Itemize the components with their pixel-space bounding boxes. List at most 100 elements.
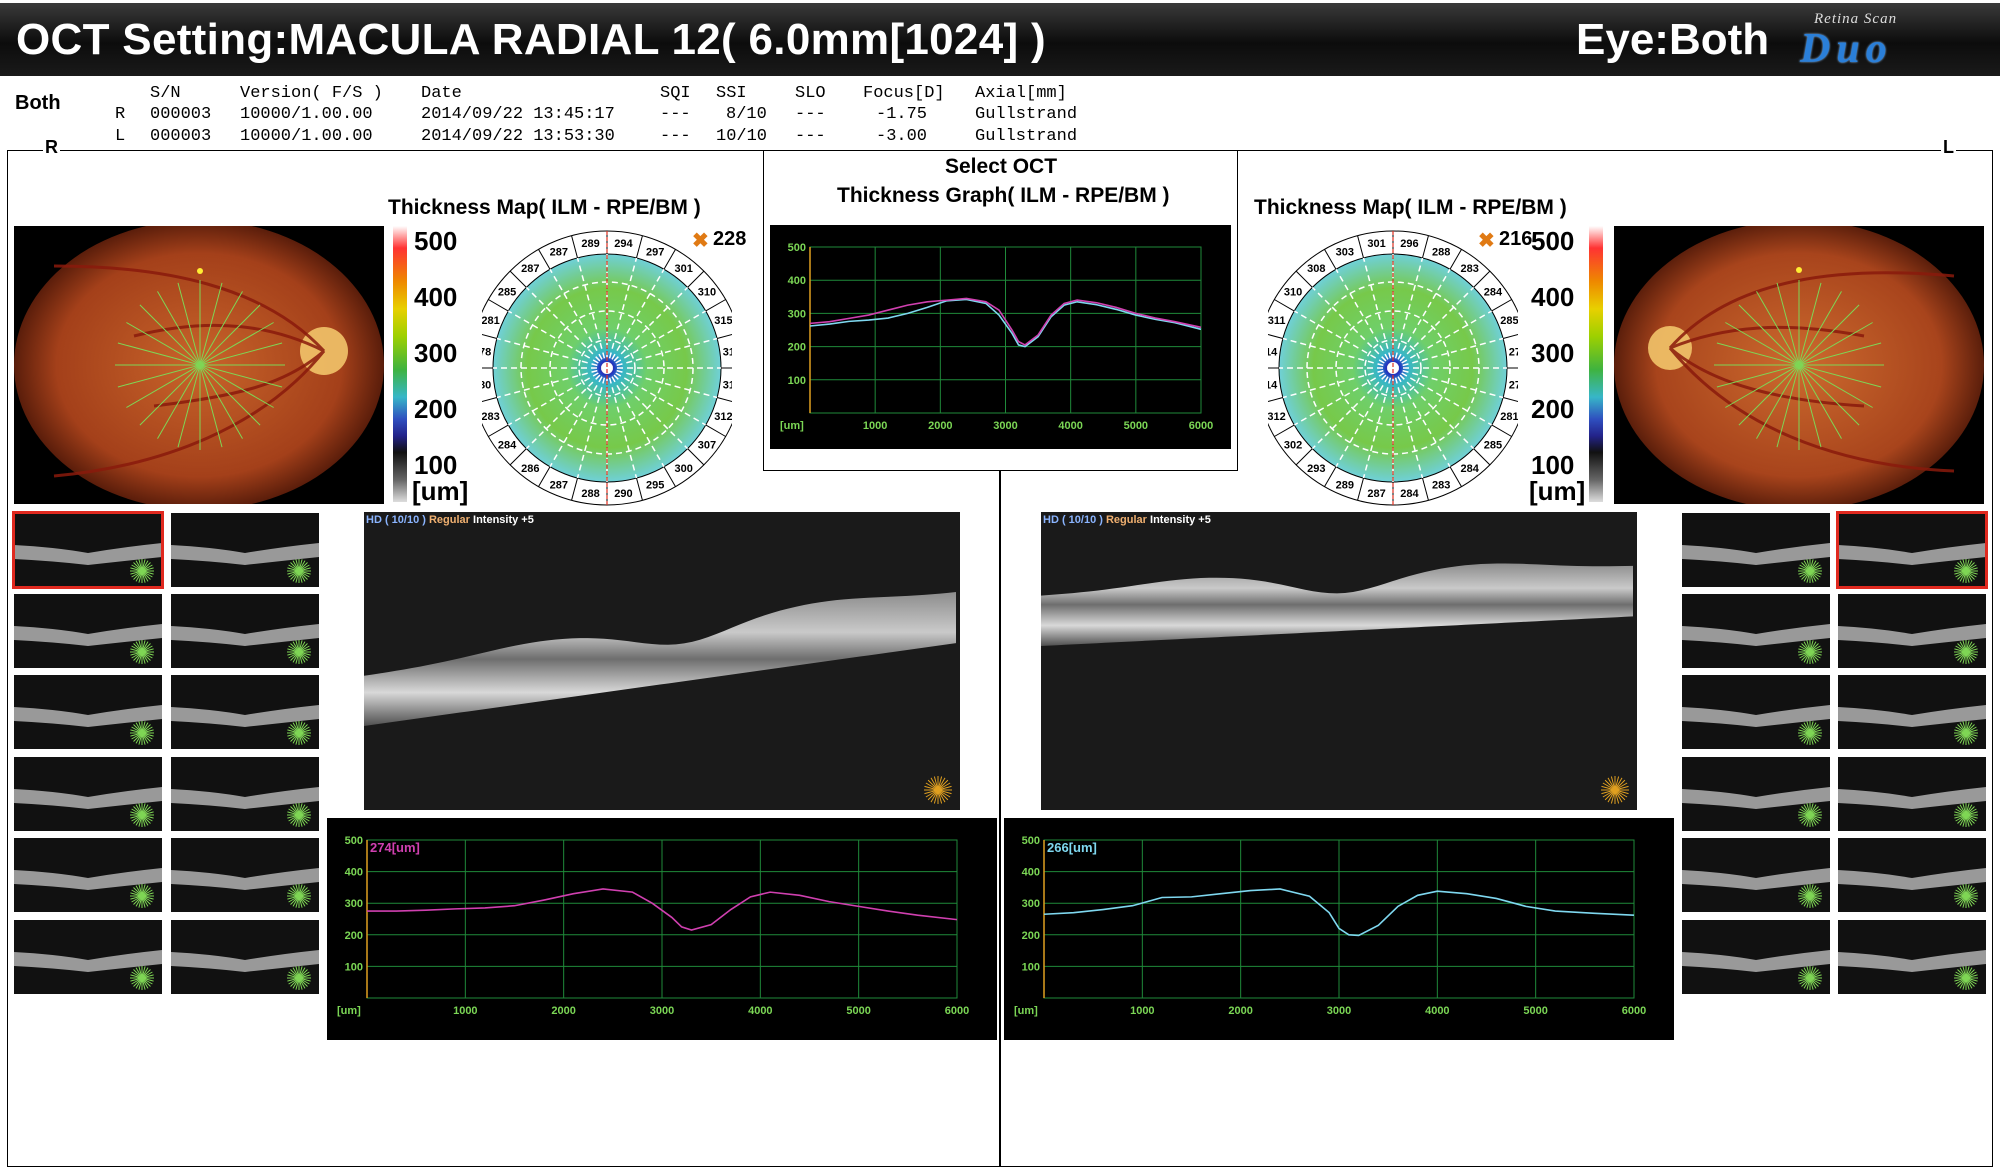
- left-fundus-image[interactable]: [1614, 226, 1984, 504]
- right-scan-thumbnail[interactable]: [14, 757, 162, 831]
- map-sector-divider: [687, 448, 705, 466]
- left-bscan-image[interactable]: HD ( 10/10 ) Regular Intensity +5: [1041, 512, 1637, 810]
- map-sector-value: 297: [646, 247, 664, 259]
- map-sector-value: 281: [1500, 411, 1518, 423]
- map-sector-value: 290: [614, 488, 632, 500]
- map-sector-value: 279: [1509, 347, 1518, 359]
- map-sector-divider: [538, 249, 551, 270]
- left-scan-thumbnail[interactable]: [1682, 838, 1830, 912]
- map-spoke: [1282, 337, 1394, 369]
- map-spoke: [606, 367, 638, 479]
- x-tick-label: 3000: [993, 420, 1017, 432]
- x-tick-label: 1000: [1130, 1005, 1154, 1017]
- map-sector-value: 295: [646, 479, 664, 491]
- right-scan-thumbnail[interactable]: [171, 757, 319, 831]
- left-scan-thumbnail[interactable]: [1838, 757, 1986, 831]
- y-tick-label: 200: [345, 930, 363, 942]
- right-cb-unit: [um]: [412, 476, 469, 506]
- row-sqi: ---: [660, 127, 691, 146]
- left-scan-thumbnail[interactable]: [1682, 757, 1830, 831]
- right-center-marker-icon: ✖: [692, 230, 709, 252]
- right-thickness-map[interactable]: 294 297 301 310 315 315 314 312 307 300 295 290 288 2…: [469, 226, 745, 506]
- right-eye-panel: [7, 150, 1001, 1167]
- map-sector-value: 287: [550, 247, 568, 259]
- eye-label: Eye:Both: [1576, 15, 1770, 64]
- x-axis-label: [um]: [780, 420, 804, 432]
- left-scan-thumbnail[interactable]: [1838, 675, 1986, 749]
- left-colorbar: [1589, 226, 1603, 502]
- map-spoke: [1392, 286, 1475, 369]
- map-spoke: [606, 257, 638, 369]
- map-sector-divider: [488, 424, 509, 437]
- map-spoke: [1392, 337, 1504, 369]
- right-colorbar: [393, 226, 407, 502]
- row-slo: ---: [795, 127, 826, 146]
- col-date: Date: [421, 84, 462, 103]
- map-spoke: [576, 367, 608, 479]
- map-sector-divider: [1274, 424, 1295, 437]
- y-tick-label: 500: [345, 835, 363, 847]
- left-thickness-map-svg: 296 288 283 284 285 279 276 281 285 284 283 284 287 2…: [1255, 230, 1531, 506]
- right-fundus-image[interactable]: [14, 226, 384, 504]
- left-fixation-marker: [1796, 267, 1802, 273]
- left-scan-intensity: Intensity +5: [1150, 514, 1211, 526]
- map-spoke: [525, 367, 608, 450]
- right-scan-thumbnail[interactable]: [12, 511, 164, 589]
- map-sector-value: 315: [723, 347, 732, 359]
- right-graph-value: 274[um]: [370, 840, 420, 855]
- right-scan-thumbnail[interactable]: [14, 594, 162, 668]
- map-sector-value: 278: [482, 347, 491, 359]
- panel-label-l: L: [1941, 137, 1956, 158]
- map-sector-value: 307: [698, 440, 716, 452]
- right-bscan-image[interactable]: HD ( 10/10 ) Regular Intensity +5: [364, 512, 960, 810]
- y-tick-label: 400: [788, 275, 806, 287]
- map-sector-divider: [1357, 235, 1364, 259]
- y-tick-label: 400: [345, 867, 363, 879]
- left-cb-500: 500: [1531, 226, 1575, 256]
- left-scan-thumbnail[interactable]: [1838, 594, 1986, 668]
- left-scan-thumbnail[interactable]: [1682, 675, 1830, 749]
- left-scan-thumbnail[interactable]: [1838, 920, 1986, 994]
- right-scan-thumbnail[interactable]: [171, 920, 319, 994]
- y-tick-label: 100: [788, 375, 806, 387]
- right-map-title: Thickness Map( ILM - RPE/BM ): [388, 196, 701, 219]
- map-sector-value: 314: [723, 379, 732, 391]
- left-scan-thumbnail[interactable]: [1682, 920, 1830, 994]
- right-scan-thumbnail[interactable]: [171, 594, 319, 668]
- x-tick-label: 4000: [1058, 420, 1082, 432]
- left-thickness-map[interactable]: 296 288 283 284 285 279 276 281 285 284 283 284 287 2…: [1255, 226, 1531, 506]
- left-center-marker-icon: ✖: [1478, 230, 1495, 252]
- left-scan-thumbnail[interactable]: [1682, 594, 1830, 668]
- map-sector-value: 300: [675, 463, 693, 475]
- left-scan-thumbnail[interactable]: [1682, 513, 1830, 587]
- x-tick-label: 5000: [1523, 1005, 1547, 1017]
- map-ring: [549, 310, 665, 426]
- map-spoke: [1293, 310, 1394, 369]
- right-scan-thumbnail[interactable]: [171, 513, 319, 587]
- map-sector-value: 284: [498, 440, 517, 452]
- map-spoke: [1335, 268, 1394, 369]
- x-axis-label: [um]: [1014, 1005, 1038, 1017]
- right-scan-thumbnail[interactable]: [14, 675, 162, 749]
- map-spoke: [1311, 286, 1394, 369]
- map-sector-value: 289: [581, 238, 599, 250]
- y-tick-label: 500: [1022, 835, 1040, 847]
- row-focus: -3.00: [876, 127, 928, 146]
- x-tick-label: 6000: [1622, 1005, 1646, 1017]
- map-sector-value: 293: [1307, 463, 1325, 475]
- right-scan-thumbnail[interactable]: [171, 838, 319, 912]
- right-scan-thumbnail[interactable]: [171, 675, 319, 749]
- retina-layers: [364, 592, 956, 726]
- oct-setting-title: OCT Setting:MACULA RADIAL 12( 6.0mm[1024…: [16, 15, 1046, 64]
- map-sector-divider: [705, 299, 726, 312]
- map-spoke: [1362, 367, 1394, 479]
- right-scan-thumbnail[interactable]: [14, 920, 162, 994]
- right-scan-thumbnail[interactable]: [14, 838, 162, 912]
- x-tick-label: 3000: [1327, 1005, 1351, 1017]
- map-sector-value: 310: [1284, 286, 1302, 298]
- map-sector-value: 288: [581, 488, 599, 500]
- left-scan-thumbnail[interactable]: [1836, 511, 1988, 589]
- map-sector-value: 283: [1432, 479, 1450, 491]
- row-axial: Gullstrand: [975, 105, 1078, 124]
- left-scan-thumbnail[interactable]: [1838, 838, 1986, 912]
